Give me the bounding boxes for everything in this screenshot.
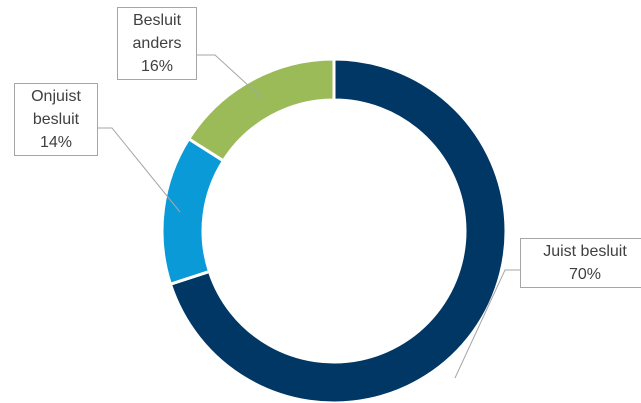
donut-slice [160, 136, 226, 287]
label-category: Onjuist besluit [31, 88, 81, 128]
label-category: Juist besluit [543, 243, 627, 260]
data-label: Juist besluit 70% [520, 238, 641, 288]
label-value: 16% [140, 58, 174, 75]
data-label: Besluit anders 16% [117, 7, 197, 80]
leader-line [98, 127, 181, 213]
donut-slice [168, 57, 508, 403]
label-value: 14% [39, 134, 73, 151]
data-label: Onjuist besluit 14% [14, 83, 98, 156]
leader-line [197, 54, 263, 99]
label-category: Besluit anders [132, 12, 182, 52]
label-value: 70% [568, 266, 602, 283]
leader-line [454, 269, 520, 379]
donut-slice [186, 57, 336, 163]
